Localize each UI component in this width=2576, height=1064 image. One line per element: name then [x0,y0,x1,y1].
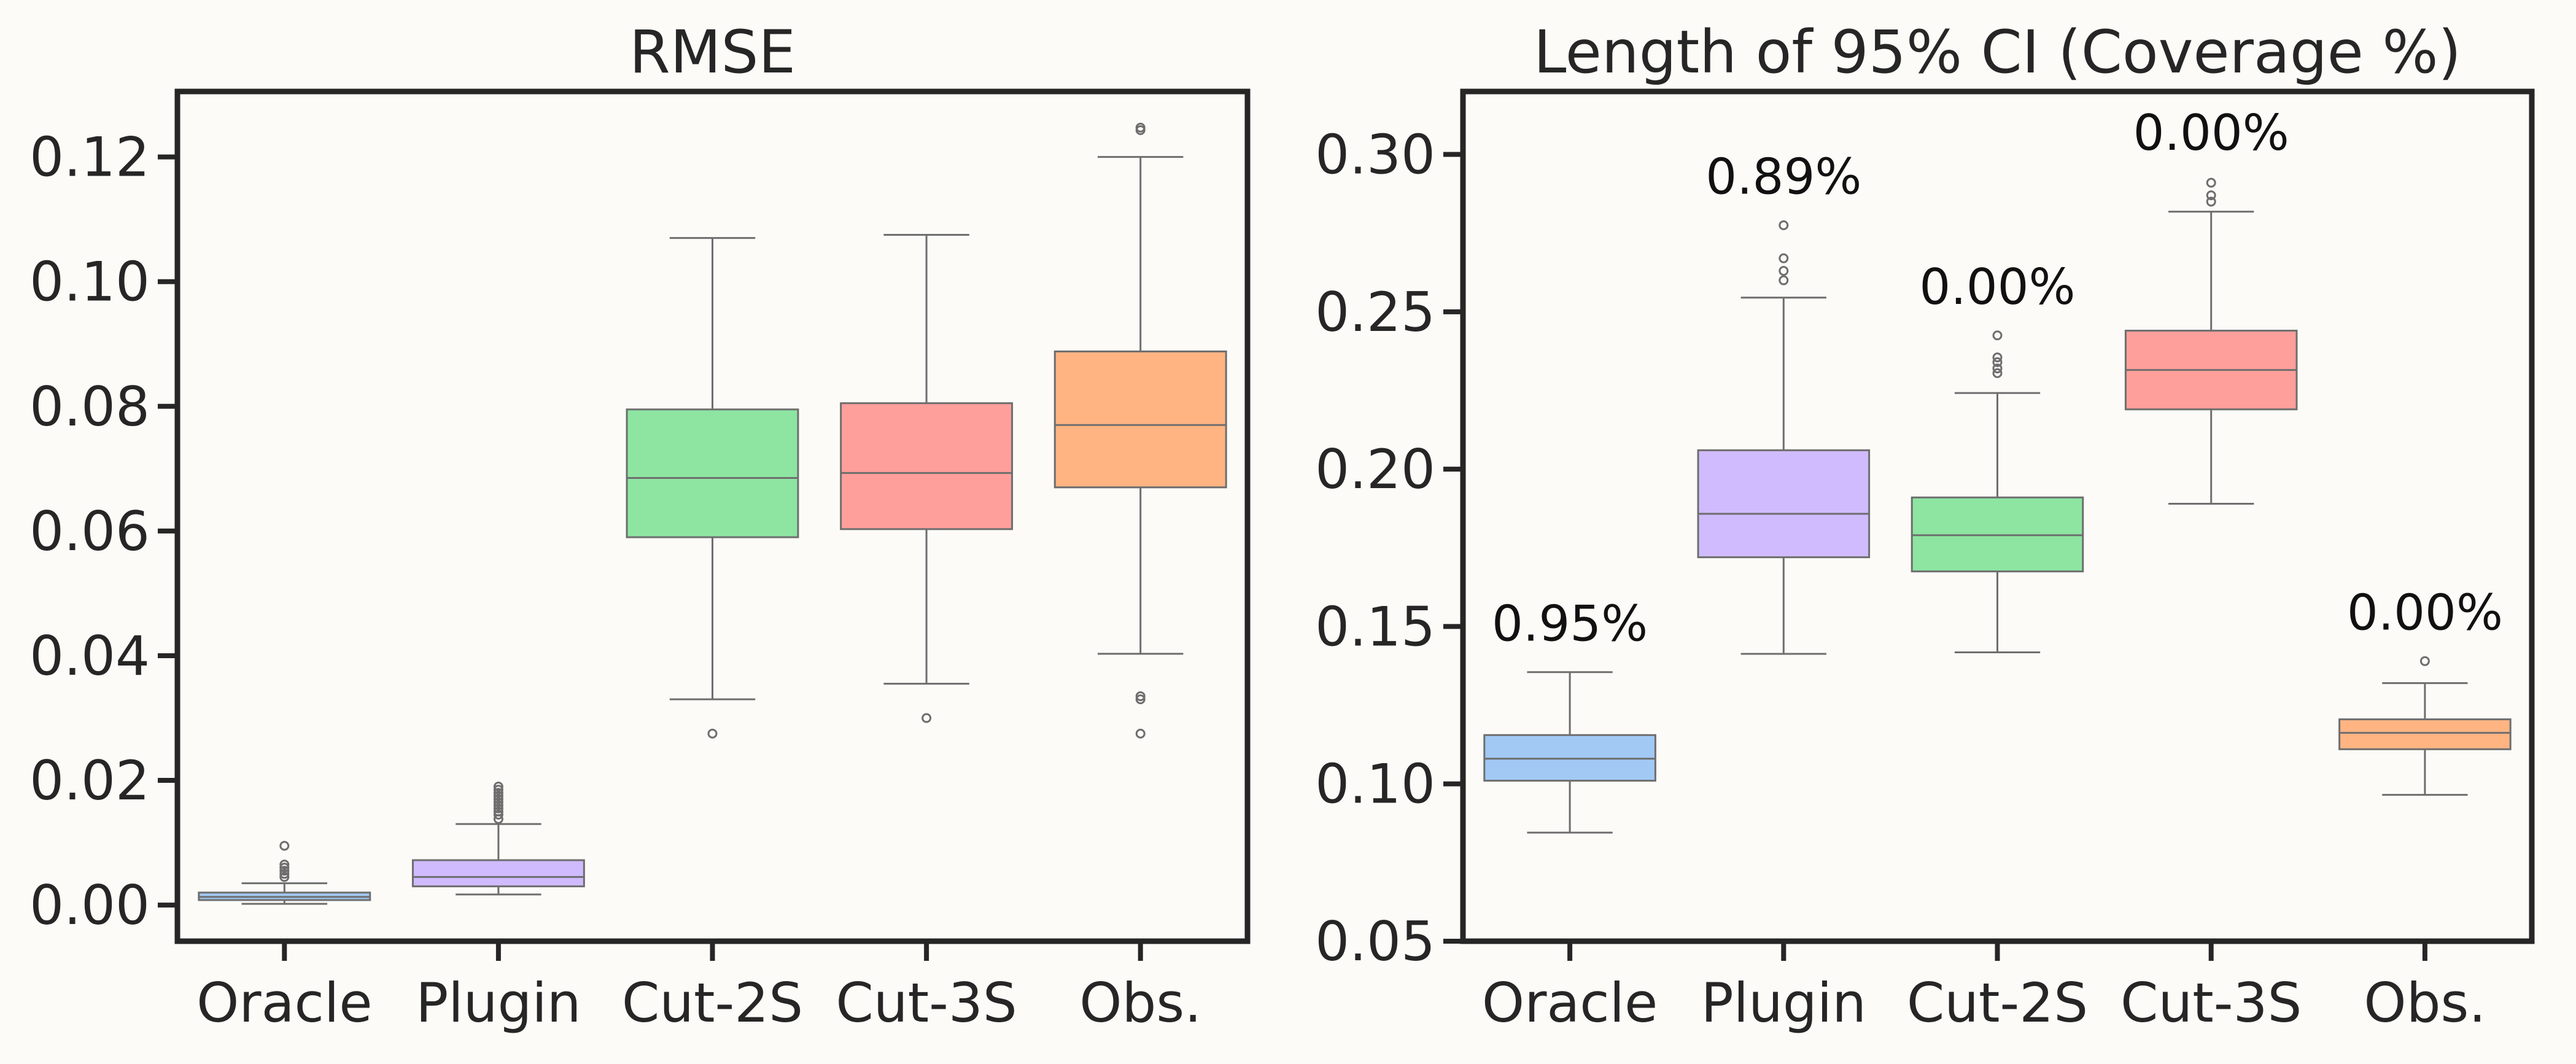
y-tick-label: 0.05 [1315,910,1435,973]
box-iqr [2338,718,2512,750]
box-iqr [411,859,585,888]
x-tick-label-obs: Obs. [2364,971,2486,1035]
x-tick-label-cut-2s: Cut-2S [1907,971,2088,1035]
y-tick-label: 0.08 [29,375,150,438]
ci-length-panel: Length of 95% CI (Coverage %) 0.95% 0.89%… [1315,18,2535,1035]
ci-box-4 [2338,656,2512,796]
outlier-point [279,869,290,879]
ci-box-3 [2124,177,2298,505]
ci-box-2 [1911,330,2084,653]
outlier-point [279,872,290,882]
y-tick-label: 0.12 [29,126,150,189]
ci-annotation-plugin: 0.89% [1705,149,1861,206]
outlier-point [1992,357,2003,367]
outlier-point [1135,728,1146,739]
outlier-point [279,866,290,876]
outlier-point [2206,190,2216,201]
outlier-point [1992,363,2003,374]
y-tick-label: 0.02 [29,749,150,812]
rmse-box-3 [840,234,1014,723]
y-tick-label: 0.06 [29,500,150,563]
rmse-panel: RMSE 0.00 0.02 0.04 0.06 0.08 0.10 0.12 Oracle P… [29,18,1251,1035]
ci-annotation-oracle: 0.95% [1492,595,1648,652]
box-iqr [1697,449,1871,559]
y-tick-label: 0.04 [29,624,150,688]
y-tick-label: 0.20 [1315,438,1435,501]
rmse-panel-title: RMSE [629,18,796,87]
outlier-point [493,800,503,810]
x-tick-label-cut-2s: Cut-2S [622,971,803,1035]
x-tick-label-oracle: Oracle [1482,971,1658,1035]
x-tick-label-cut-3s: Cut-3S [2120,971,2302,1035]
ci-annotation-obs: 0.00% [2347,584,2503,642]
outlier-point [2206,196,2216,207]
ci-box-0 [1483,671,1656,834]
y-tick-label: 0.25 [1315,281,1435,344]
rmse-box-0 [198,841,371,905]
ci-annotation-cut-2s: 0.00% [1919,258,2075,316]
outlier-point [493,791,503,801]
outlier-point [279,841,290,851]
outlier-point [1779,253,1789,263]
outlier-point [493,794,503,804]
y-tick-label: 0.00 [29,874,150,937]
outlier-point [2419,656,2430,666]
y-tick-label: 0.10 [29,250,150,314]
x-tick-label-obs: Obs. [1079,971,1201,1035]
outlier-point [1135,122,1146,133]
outlier-point [493,809,503,820]
box-iqr [626,408,799,538]
outlier-point [279,863,290,873]
outlier-point [493,806,503,817]
ci-length-panel-title: Length of 95% CI (Coverage %) [1534,18,2461,87]
outlier-point [1992,352,2003,363]
x-tick-label-oracle: Oracle [196,971,372,1035]
outlier-point [1779,275,1789,285]
outlier-point [493,803,503,814]
outlier-point [1779,266,1789,276]
outlier-point [921,713,932,723]
x-tick-label-cut-3s: Cut-3S [836,971,1017,1035]
y-tick-label: 0.10 [1315,753,1435,816]
outlier-point [1992,368,2003,378]
rmse-box-1 [411,782,585,896]
outlier-point [1135,694,1146,705]
outlier-point [1135,691,1146,701]
x-tick-label-plugin: Plugin [416,971,581,1035]
outlier-point [493,782,503,792]
rmse-box-4 [1053,122,1227,739]
outlier-point [1779,220,1789,230]
box-iqr [1053,350,1227,489]
y-tick-label: 0.30 [1315,123,1435,187]
ci-box-1 [1697,220,1871,655]
ci-annotation-cut-3s: 0.00% [2133,104,2289,161]
rmse-box-2 [626,237,799,739]
y-tick-label: 0.15 [1315,595,1435,658]
outlier-point [493,788,503,798]
outlier-point [279,860,290,870]
x-tick-label-plugin: Plugin [1701,971,1866,1035]
outlier-point [493,797,503,807]
outlier-point [707,728,718,739]
outlier-point [2206,177,2216,188]
box-iqr [840,402,1014,530]
outlier-point [1992,330,2003,341]
outlier-point [493,785,503,795]
